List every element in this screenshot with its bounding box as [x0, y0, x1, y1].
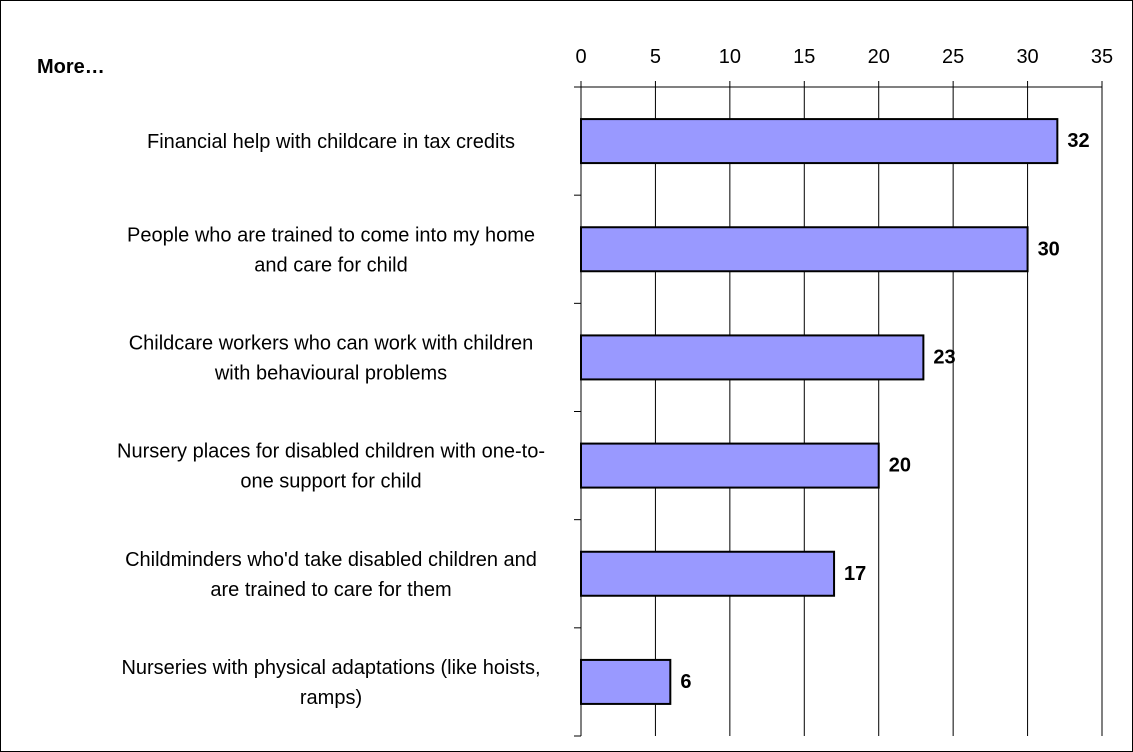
category-label: Financial help with childcare in tax cre… — [147, 131, 515, 153]
data-label: 32 — [1067, 130, 1089, 152]
x-tick-label: 20 — [868, 46, 890, 68]
data-label: 20 — [889, 455, 911, 477]
data-label: 6 — [680, 671, 691, 693]
chart-title: More… — [37, 56, 105, 78]
plot-area: 0 5 10 15 20 25 30 35 32 Financial help with chil… — [117, 46, 1113, 737]
category-label: Nurseries with physical adaptations (lik… — [121, 657, 540, 679]
category-label: are trained to care for them — [210, 579, 451, 601]
data-label: 30 — [1038, 238, 1060, 260]
category-label: ramps) — [300, 687, 362, 709]
bar — [580, 550, 836, 597]
x-tick-label: 5 — [650, 46, 661, 68]
category-label: Childcare workers who can work with chil… — [129, 332, 534, 354]
category-label: and care for child — [254, 254, 407, 276]
x-tick-label: 0 — [575, 46, 586, 68]
bar — [580, 334, 925, 381]
x-tick-label: 10 — [719, 46, 741, 68]
bar — [580, 226, 1029, 273]
category-label: Nursery places for disabled children wit… — [117, 441, 545, 463]
category-label: one support for child — [240, 471, 421, 493]
x-tick-label: 25 — [942, 46, 964, 68]
x-tick-label: 35 — [1091, 46, 1113, 68]
bar — [580, 442, 880, 489]
category-label: Childminders who'd take disabled childre… — [125, 549, 537, 571]
bar — [580, 658, 672, 705]
data-label: 23 — [933, 346, 955, 368]
x-tick-label: 15 — [793, 46, 815, 68]
x-tick-label: 30 — [1016, 46, 1038, 68]
data-label: 17 — [844, 563, 866, 585]
category-label: with behavioural problems — [214, 362, 447, 384]
category-label: People who are trained to come into my h… — [127, 224, 535, 246]
bar — [580, 118, 1059, 165]
